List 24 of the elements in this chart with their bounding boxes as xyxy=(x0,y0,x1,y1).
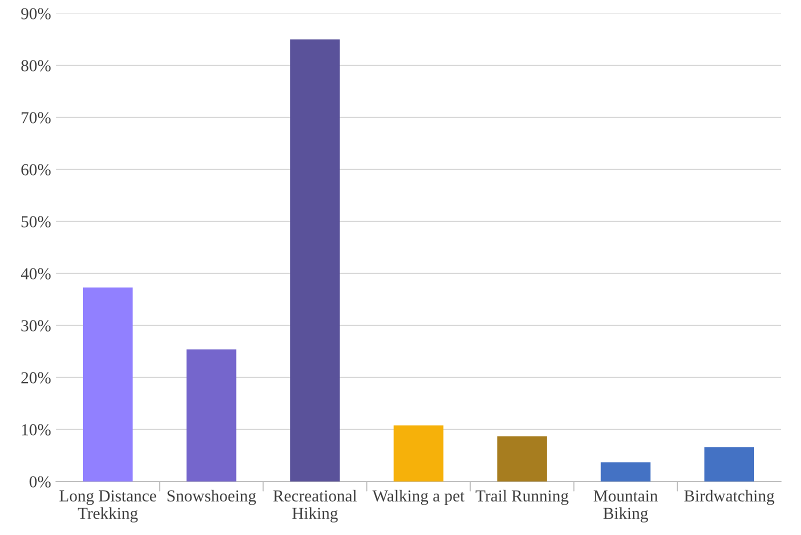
y-tick-label: 0% xyxy=(30,476,51,488)
y-tick-label: 40% xyxy=(20,268,51,280)
x-tick-label: Walking a pet xyxy=(372,490,464,505)
x-tick-label: Trail Running xyxy=(476,490,568,505)
bar xyxy=(394,425,444,482)
x-tick-label: Recreational Hiking xyxy=(273,490,357,522)
x-tick-label: Birdwatching xyxy=(684,490,774,505)
bar xyxy=(600,462,650,482)
y-tick-label: 10% xyxy=(22,424,51,436)
y-tick-label: 20% xyxy=(21,372,51,384)
bar xyxy=(497,436,547,482)
y-tick-label: 30% xyxy=(21,320,51,332)
y-tick-label: 50% xyxy=(22,216,51,228)
x-tick-label: Snowshoeing xyxy=(168,490,256,505)
x-tick-label: Long Distance Trekking xyxy=(60,490,156,522)
y-tick-label: 90% xyxy=(21,8,51,20)
bar xyxy=(290,39,340,482)
bar xyxy=(82,287,133,482)
y-tick-label: 80% xyxy=(21,60,51,72)
y-tick-label: 70% xyxy=(22,112,51,124)
y-tick-label: 60% xyxy=(21,164,51,176)
bar xyxy=(704,447,754,482)
bar xyxy=(186,349,236,482)
x-tick-label: Mountain Biking xyxy=(594,490,658,522)
